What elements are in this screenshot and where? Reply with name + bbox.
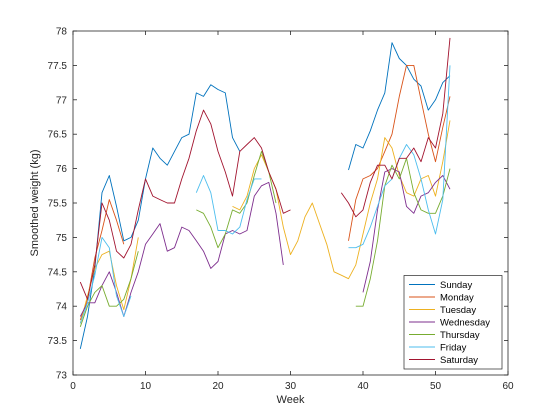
- series-line-wednesday-0: [79, 181, 284, 317]
- legend-item-thursday: Thursday: [409, 330, 480, 341]
- legend-item-wednesday: Wednesday: [409, 317, 490, 328]
- series-line-sunday-0: [79, 84, 241, 349]
- x-tick-label: 60: [502, 381, 514, 392]
- y-tick-label: 78: [56, 27, 68, 38]
- y-tick-label: 76: [56, 164, 68, 175]
- y-tick-label: 76.5: [48, 130, 68, 141]
- series-sunday: [79, 42, 451, 349]
- x-tick-label: 40: [357, 381, 369, 392]
- y-axis-label: Smoothed weight (kg): [29, 150, 41, 257]
- legend-label: Thursday: [440, 330, 480, 341]
- x-axis-label: Week: [277, 394, 305, 406]
- legend-item-monday: Monday: [409, 292, 474, 303]
- legend-item-tuesday: Tuesday: [409, 305, 476, 316]
- legend-item-friday: Friday: [409, 342, 467, 353]
- legend-label: Tuesday: [440, 305, 476, 316]
- series-line-thursday-2: [355, 157, 451, 307]
- legend-item-sunday: Sunday: [409, 280, 472, 291]
- series-layer: [79, 37, 451, 349]
- legend-item-saturday: Saturday: [409, 355, 478, 366]
- series-wednesday: [79, 168, 451, 317]
- x-tick-label: 20: [212, 381, 224, 392]
- series-line-saturday-1: [340, 37, 451, 218]
- legend-label: Wednesday: [440, 317, 490, 328]
- y-tick-label: 77: [56, 95, 68, 106]
- y-tick-label: 75: [56, 233, 68, 244]
- x-tick-label: 10: [140, 381, 152, 392]
- x-tick-label: 50: [430, 381, 442, 392]
- series-line-wednesday-1: [362, 168, 451, 293]
- y-tick-label: 75.5: [48, 199, 68, 210]
- series-line-thursday-1: [196, 150, 277, 249]
- x-tick-label: 30: [285, 381, 297, 392]
- legend-label: Sunday: [440, 280, 472, 291]
- series-line-friday-1: [195, 175, 262, 235]
- series-saturday: [79, 37, 451, 300]
- y-tick-label: 73: [56, 371, 68, 382]
- series-line-sunday-1: [348, 42, 451, 171]
- legend-label: Monday: [440, 292, 474, 303]
- y-tick-label: 74.5: [48, 267, 68, 278]
- legend-label: Saturday: [440, 355, 478, 366]
- legend-label: Friday: [440, 342, 467, 353]
- series-line-saturday-0: [79, 109, 291, 300]
- axes-layer: 0 10 20 30 40 50 60 73 73.5 74 74.5 75 75.5 76 76.5 77 7…: [48, 27, 514, 393]
- x-tick-label: 0: [70, 381, 76, 392]
- y-tick-label: 77.5: [48, 61, 68, 72]
- y-tick-label: 73.5: [48, 336, 68, 347]
- series-thursday: [79, 150, 451, 327]
- y-tick-label: 74: [56, 302, 68, 313]
- series-line-friday-0: [79, 236, 132, 324]
- series-line-monday-1: [348, 64, 451, 241]
- series-line-thursday-0: [79, 251, 139, 327]
